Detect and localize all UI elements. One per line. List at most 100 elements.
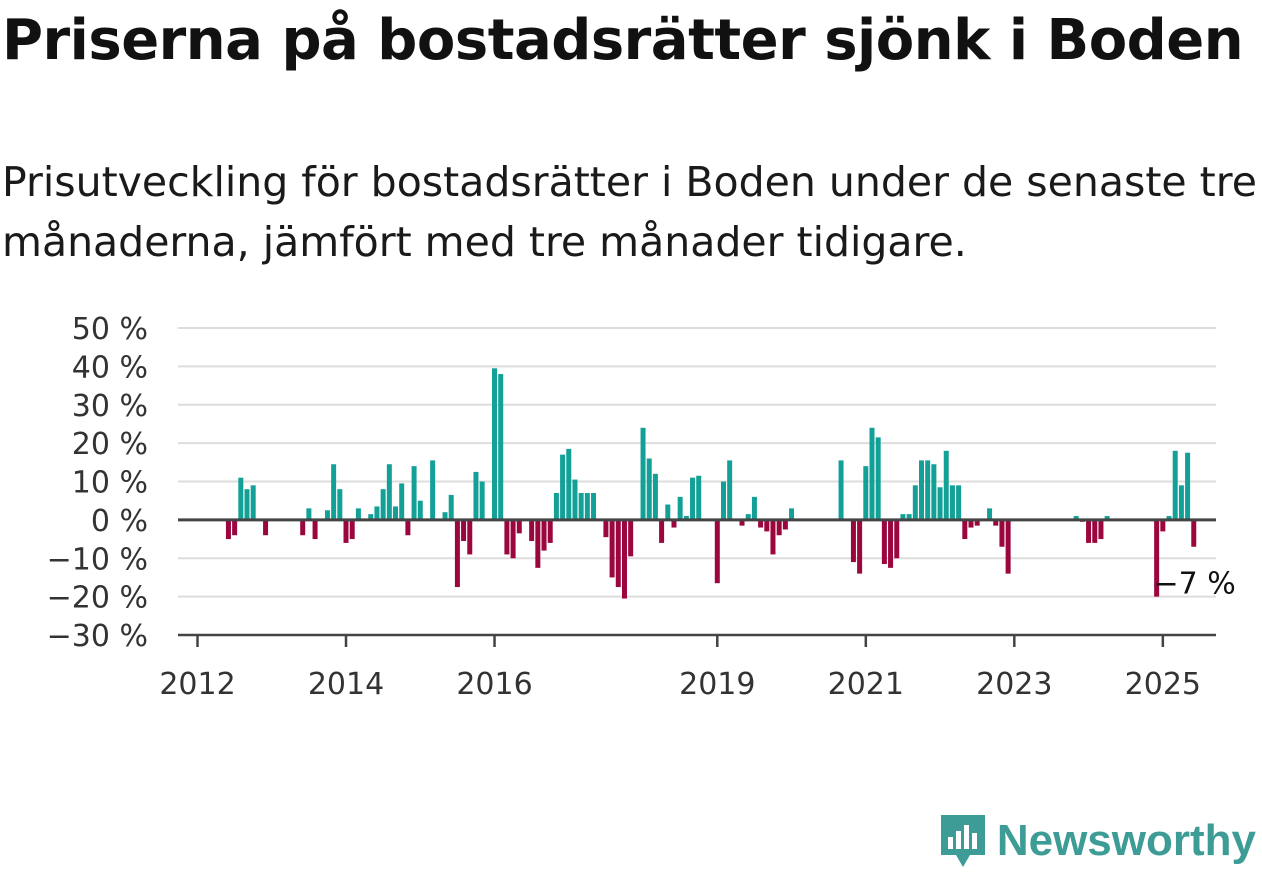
- bar: [671, 519, 677, 528]
- bar: [405, 519, 411, 536]
- bar: [430, 460, 436, 520]
- bar: [492, 368, 498, 520]
- x-tick-label: 2012: [159, 667, 235, 702]
- bar: [609, 519, 615, 578]
- bar: [584, 493, 590, 520]
- bar: [1092, 519, 1098, 543]
- bar: [912, 485, 918, 520]
- bar: [1073, 516, 1079, 520]
- bar: [324, 510, 330, 520]
- bar: [603, 519, 609, 538]
- bar: [355, 508, 361, 520]
- bar: [789, 508, 795, 520]
- y-tick-label: −30 %: [47, 619, 148, 654]
- bar: [751, 496, 757, 520]
- bar: [386, 464, 392, 520]
- bar: [541, 519, 547, 551]
- bar: [696, 475, 702, 520]
- bar: [566, 448, 572, 520]
- bar: [925, 460, 931, 520]
- bar: [1104, 516, 1110, 520]
- bar: [250, 485, 256, 520]
- bar: [931, 464, 937, 520]
- bar: [900, 514, 906, 520]
- y-axis-labels: −30 %−20 % −10 %0 %10 % 20 %30 % 40 %50 %: [47, 312, 148, 654]
- y-tick-label: 0 %: [91, 504, 148, 539]
- bar: [368, 514, 374, 520]
- bar: [949, 485, 955, 520]
- y-tick-label: −20 %: [47, 581, 148, 616]
- bar: [331, 464, 337, 520]
- bar: [349, 519, 355, 540]
- bar: [300, 519, 306, 536]
- bar: [739, 519, 745, 526]
- bar: [646, 458, 652, 520]
- bar: [1172, 450, 1178, 520]
- bar: [467, 519, 473, 555]
- bar: [1154, 519, 1160, 597]
- bar: [770, 519, 776, 555]
- bar: [758, 519, 764, 528]
- bar: [714, 519, 720, 584]
- bar: [553, 493, 559, 520]
- y-tick-label: 20 %: [72, 427, 148, 462]
- bar: [1086, 519, 1092, 543]
- bar: [411, 466, 417, 520]
- x-tick-label: 2014: [308, 667, 384, 702]
- bar: [238, 477, 244, 520]
- bar: [1166, 516, 1172, 520]
- bar: [776, 519, 782, 536]
- bar: [987, 508, 993, 520]
- bar: [1098, 519, 1104, 540]
- y-tick-label: 40 %: [72, 350, 148, 385]
- x-tick-label: 2021: [828, 667, 904, 702]
- bar: [640, 427, 646, 520]
- bar: [690, 477, 696, 520]
- bar: [399, 483, 405, 520]
- bar: [782, 519, 788, 530]
- bar: [628, 519, 634, 557]
- bar: [999, 519, 1005, 547]
- bar: [745, 514, 751, 520]
- bar: [968, 519, 974, 528]
- bar: [937, 487, 943, 520]
- chart-title: Priserna på bostadsrätter sjönk i Boden: [2, 8, 1244, 73]
- bar: [962, 519, 968, 540]
- bar: [244, 489, 250, 520]
- newsworthy-logo[interactable]: Newsworthy: [937, 811, 1256, 871]
- x-tick-label: 2023: [976, 667, 1052, 702]
- bar: [312, 519, 318, 540]
- bar: [857, 519, 863, 574]
- bar: [380, 489, 386, 520]
- bar: [659, 519, 665, 543]
- bar: [1160, 519, 1166, 532]
- bar: [838, 460, 844, 520]
- newsworthy-logo-icon: [940, 815, 985, 867]
- bar: [498, 374, 504, 520]
- bar: [1185, 452, 1191, 520]
- bar: [888, 519, 894, 568]
- bar: [306, 508, 312, 520]
- bar: [560, 454, 566, 520]
- chart-subtitle: Prisutveckling för bostadsrätter i Boden…: [2, 158, 1257, 266]
- bar: [615, 519, 621, 588]
- bar: [504, 519, 510, 555]
- bar: [919, 460, 924, 520]
- bar: [547, 519, 553, 543]
- bar: [529, 519, 535, 541]
- bar: [374, 506, 380, 520]
- brand-name: Newsworthy: [996, 816, 1256, 865]
- x-axis: 2012 2014 2016 2019 2021 2023 2025: [159, 633, 1216, 702]
- bar: [906, 514, 912, 520]
- bar: [974, 519, 980, 526]
- bar: [621, 519, 627, 599]
- bar: [442, 512, 448, 520]
- bar: [894, 519, 900, 559]
- bar: [863, 466, 869, 520]
- bar: [764, 519, 770, 532]
- bar: [665, 504, 671, 520]
- bar: [727, 460, 733, 520]
- x-tick-label: 2019: [679, 667, 755, 702]
- bar: [881, 519, 887, 565]
- bar: [683, 516, 689, 520]
